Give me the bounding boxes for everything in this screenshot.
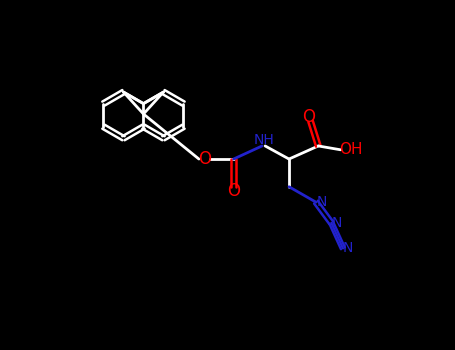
Text: OH: OH: [339, 142, 362, 157]
Text: N: N: [343, 241, 354, 255]
Text: O: O: [303, 108, 315, 126]
Text: N: N: [332, 216, 342, 230]
Text: NH: NH: [253, 133, 274, 147]
Text: O: O: [227, 182, 240, 201]
Text: N: N: [316, 195, 327, 209]
Text: O: O: [198, 150, 211, 168]
